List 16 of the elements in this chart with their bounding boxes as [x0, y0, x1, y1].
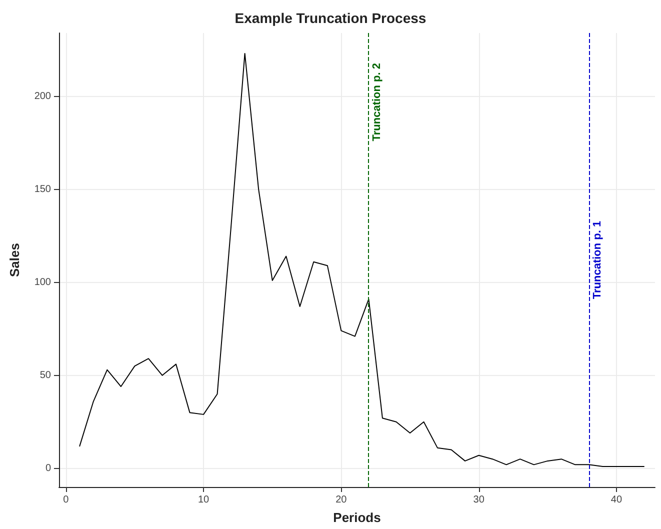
y-tick-label: 150 — [34, 184, 52, 195]
y-tick-label: 50 — [40, 370, 52, 381]
x-tick-label: 40 — [610, 494, 622, 506]
ref-line-label: Truncation p. 1 — [591, 220, 604, 300]
y-tick-label: 100 — [34, 276, 52, 288]
y-tick-label: 200 — [34, 90, 52, 102]
y-tick-label: 0 — [45, 462, 52, 474]
x-tick-label: 30 — [473, 494, 485, 506]
x-axis-title: Periods — [333, 510, 381, 525]
chart-title: Example Truncation Process — [234, 10, 426, 26]
y-axis-title: Sales — [7, 243, 22, 277]
x-tick-label: 10 — [198, 494, 210, 506]
ref-line-label: Truncation p. 2 — [371, 63, 384, 142]
x-tick-label: 20 — [336, 494, 348, 506]
x-tick-label: 0 — [63, 494, 70, 506]
line-series — [79, 52, 644, 468]
